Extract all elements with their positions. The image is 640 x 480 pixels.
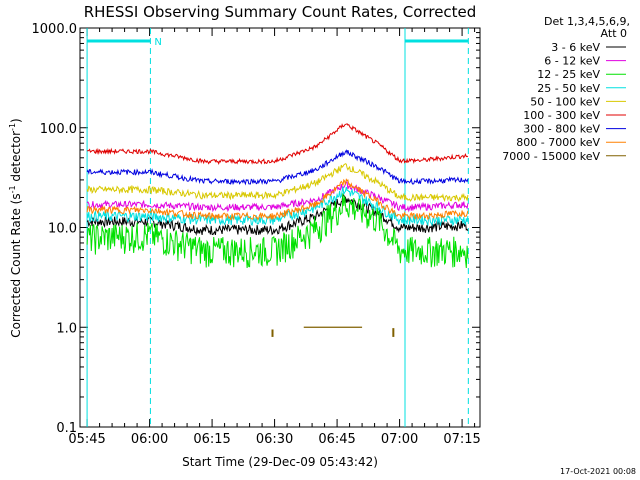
legend-label: 50 - 100 keV [530, 95, 600, 108]
y-axis-label: Corrected Count Rate (s-1 detector-1) [8, 118, 23, 337]
x-tick-label: 06:45 [318, 432, 355, 447]
night-marker-label: N [154, 37, 161, 48]
y-axis-label-sup: -1 [8, 185, 17, 193]
y-tick-label: 10.0 [48, 222, 77, 237]
series-line-6 [86, 149, 469, 186]
series-line-4 [86, 163, 469, 203]
legend-label: 800 - 7000 keV [516, 136, 600, 149]
series-line-1 [86, 181, 469, 213]
legend-label: 25 - 50 keV [537, 82, 600, 95]
series-line-5 [86, 123, 469, 166]
legend-label: 7000 - 15000 keV [502, 150, 600, 163]
footer-date: 17-Oct-2021 00:08 [560, 467, 636, 476]
x-tick-label: 06:15 [193, 432, 230, 447]
legend-label: 12 - 25 keV [537, 68, 600, 81]
series-line-7 [86, 178, 469, 222]
legend-label: 300 - 800 keV [523, 123, 600, 136]
y-tick-label: 0.1 [56, 421, 77, 436]
x-tick-label: 05:45 [68, 432, 105, 447]
axis-ticks: 0.1 1.0 10.0 100.0 1000.0 05:45 06:00 06:15 06:3… [32, 22, 481, 447]
x-tick-label: 06:00 [131, 432, 168, 447]
legend-label: 100 - 300 keV [523, 109, 600, 122]
series-line-2 [86, 193, 469, 269]
attenuator-markers: N [86, 28, 469, 427]
y-tick-label: 1.0 [56, 321, 77, 336]
y-tick-label: 100.0 [40, 122, 77, 137]
legend-label: 3 - 6 keV [551, 41, 600, 54]
legend-label: 6 - 12 keV [544, 55, 600, 68]
series-line-0 [86, 193, 469, 237]
series-lines [86, 123, 469, 337]
y-tick-label: 1000.0 [32, 22, 78, 37]
x-tick-label: 07:15 [443, 432, 480, 447]
x-tick-label: 07:00 [381, 432, 418, 447]
series-line-3 [86, 186, 469, 227]
x-tick-label: 06:30 [256, 432, 293, 447]
legend-header-line-2: Att 0 [601, 27, 627, 40]
legend-header-line-1: Det 1,3,4,5,6,9, [544, 15, 630, 28]
chart-title: RHESSI Observing Summary Count Rates, Co… [84, 3, 477, 21]
x-axis-label: Start Time (29-Dec-09 05:43:42) [182, 455, 378, 469]
